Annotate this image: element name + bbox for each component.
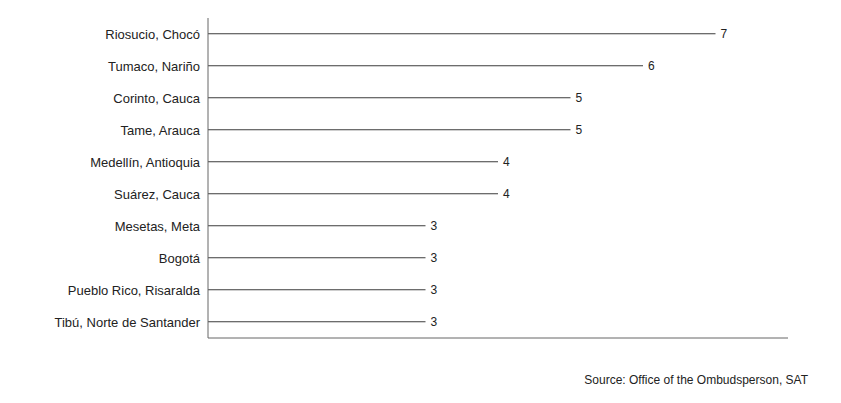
svg-text:7: 7 — [721, 27, 728, 41]
svg-text:Tumaco, Nariño: Tumaco, Nariño — [108, 59, 200, 74]
svg-text:3: 3 — [431, 283, 438, 297]
svg-text:Corinto, Cauca: Corinto, Cauca — [113, 91, 200, 106]
svg-text:5: 5 — [576, 91, 583, 105]
svg-text:Pueblo Rico, Risaralda: Pueblo Rico, Risaralda — [68, 283, 201, 298]
svg-text:Tame, Arauca: Tame, Arauca — [121, 123, 201, 138]
svg-text:6: 6 — [648, 59, 655, 73]
svg-text:Tibú, Norte de Santander: Tibú, Norte de Santander — [55, 315, 201, 330]
svg-text:Riosucio, Chocó: Riosucio, Chocó — [105, 27, 200, 42]
svg-text:Mesetas, Meta: Mesetas, Meta — [115, 219, 201, 234]
svg-text:3: 3 — [431, 219, 438, 233]
svg-text:Medellín, Antioquia: Medellín, Antioquia — [90, 155, 201, 170]
svg-text:5: 5 — [576, 123, 583, 137]
svg-text:4: 4 — [503, 187, 510, 201]
svg-text:3: 3 — [431, 251, 438, 265]
svg-text:Bogotá: Bogotá — [159, 251, 201, 266]
html-text:Source: Office of the Ombudspe: Source: Office of the Ombudsperson, SAT — [584, 373, 808, 387]
svg-text:3: 3 — [431, 315, 438, 329]
svg-text:4: 4 — [503, 155, 510, 169]
svg-text:Suárez, Cauca: Suárez, Cauca — [114, 187, 201, 202]
